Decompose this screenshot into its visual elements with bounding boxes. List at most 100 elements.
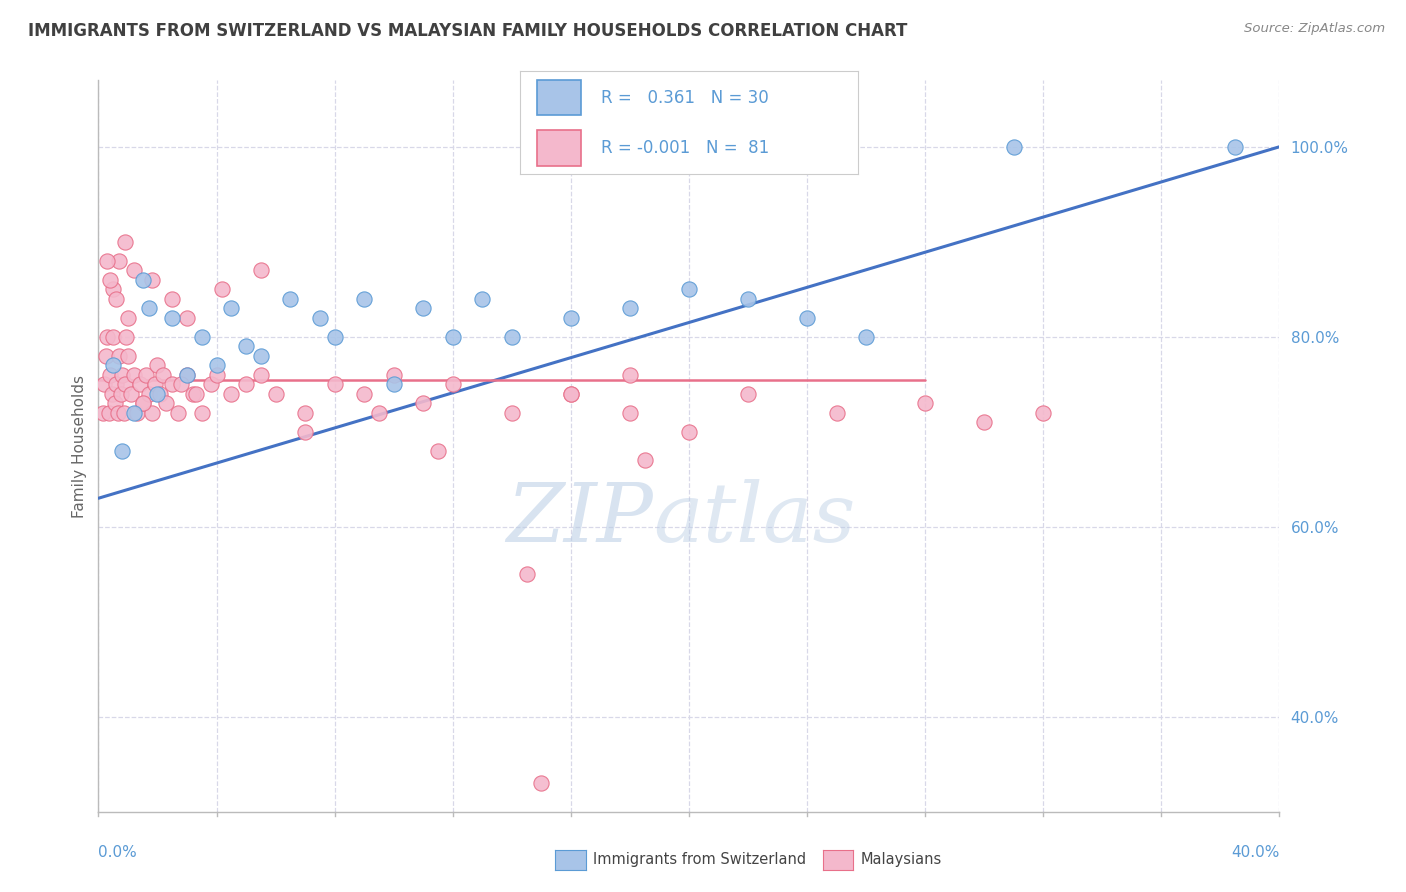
Point: [111, 368, 134, 382]
Point: [560, 310, 582, 325]
Point: [200, 377, 222, 392]
Point: [678, 425, 700, 439]
Text: Immigrants from Switzerland: Immigrants from Switzerland: [593, 853, 807, 867]
Point: [235, 339, 257, 353]
Point: [412, 396, 434, 410]
Point: [146, 386, 169, 401]
Point: [138, 386, 160, 401]
Y-axis label: Family Households: Family Households: [72, 375, 87, 517]
Point: [441, 330, 464, 344]
Point: [619, 301, 641, 316]
Point: [211, 282, 233, 296]
Text: R = -0.001   N =  81: R = -0.001 N = 81: [602, 139, 769, 157]
Point: [91, 406, 114, 420]
Point: [250, 368, 273, 382]
Point: [103, 330, 125, 344]
Point: [221, 301, 243, 316]
Point: [205, 368, 228, 382]
Point: [155, 396, 177, 410]
Point: [141, 273, 163, 287]
Point: [132, 273, 155, 287]
Point: [100, 386, 122, 401]
Point: [264, 386, 287, 401]
Point: [250, 349, 273, 363]
Text: Malaysians: Malaysians: [860, 853, 942, 867]
Point: [278, 292, 302, 306]
Point: [120, 386, 142, 401]
Point: [104, 396, 127, 410]
Point: [138, 301, 160, 316]
Point: [96, 253, 118, 268]
Point: [115, 330, 138, 344]
Point: [176, 368, 198, 382]
Point: [108, 253, 131, 268]
Text: IMMIGRANTS FROM SWITZERLAND VS MALAYSIAN FAMILY HOUSEHOLDS CORRELATION CHART: IMMIGRANTS FROM SWITZERLAND VS MALAYSIAN…: [28, 22, 907, 40]
Point: [191, 406, 214, 420]
Point: [323, 330, 346, 344]
Point: [368, 406, 391, 420]
Point: [110, 386, 132, 401]
Point: [176, 368, 198, 382]
Point: [382, 377, 405, 392]
Point: [176, 310, 198, 325]
Point: [117, 310, 139, 325]
Point: [294, 425, 316, 439]
Text: atlas: atlas: [654, 479, 856, 559]
Point: [737, 292, 759, 306]
Text: ZIP: ZIP: [506, 479, 654, 559]
Point: [94, 349, 117, 363]
Point: [737, 386, 759, 401]
Point: [125, 406, 148, 420]
Point: [97, 406, 120, 420]
Point: [205, 358, 228, 372]
Point: [111, 443, 134, 458]
Point: [162, 310, 183, 325]
Point: [114, 235, 136, 249]
Point: [619, 368, 641, 382]
Point: [122, 368, 145, 382]
Point: [796, 310, 818, 325]
Point: [560, 386, 582, 401]
Point: [471, 292, 494, 306]
Point: [441, 377, 464, 392]
Point: [181, 386, 204, 401]
Point: [530, 776, 553, 790]
Point: [516, 567, 538, 582]
Point: [914, 396, 936, 410]
Point: [560, 386, 582, 401]
Point: [103, 282, 125, 296]
Text: Source: ZipAtlas.com: Source: ZipAtlas.com: [1244, 22, 1385, 36]
Point: [427, 443, 450, 458]
Point: [855, 330, 877, 344]
Point: [167, 406, 190, 420]
Point: [191, 330, 214, 344]
Point: [235, 377, 257, 392]
Point: [117, 349, 139, 363]
Point: [162, 292, 183, 306]
Point: [135, 368, 157, 382]
Point: [323, 377, 346, 392]
Text: 0.0%: 0.0%: [98, 845, 138, 860]
Point: [825, 406, 848, 420]
Point: [98, 368, 121, 382]
Point: [250, 263, 273, 277]
Point: [221, 386, 243, 401]
Point: [1032, 406, 1054, 420]
Point: [353, 292, 375, 306]
Point: [105, 292, 128, 306]
Point: [93, 377, 115, 392]
Bar: [537, 79, 581, 115]
Point: [122, 406, 145, 420]
Point: [678, 282, 700, 296]
Point: [294, 406, 316, 420]
Point: [96, 330, 118, 344]
Bar: [537, 130, 581, 166]
Point: [108, 349, 131, 363]
Point: [107, 406, 129, 420]
Point: [412, 301, 434, 316]
Point: [146, 358, 169, 372]
Point: [633, 453, 655, 467]
Point: [184, 386, 207, 401]
Point: [162, 377, 183, 392]
Point: [105, 377, 128, 392]
